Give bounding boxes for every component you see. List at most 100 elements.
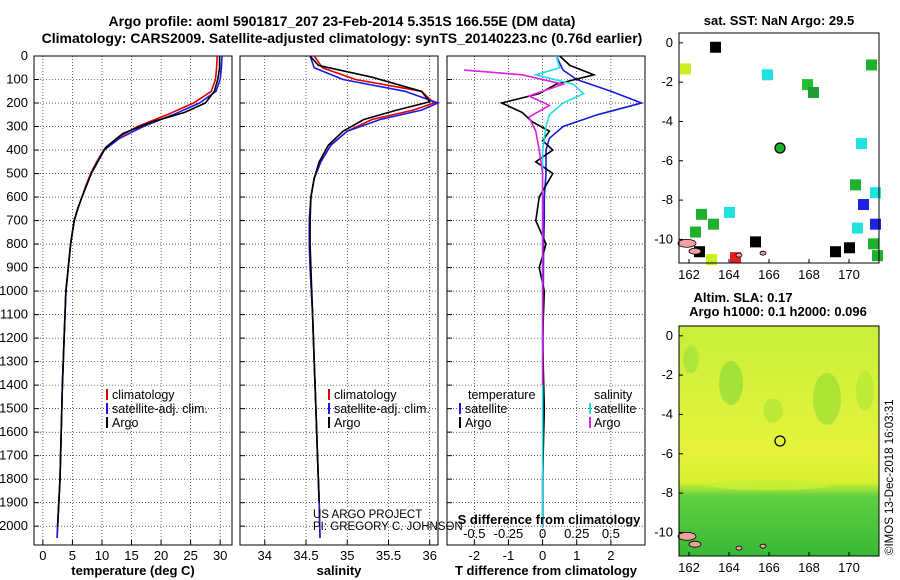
- x-tick-label: 35.5: [376, 548, 401, 563]
- float-square-marker: [872, 250, 883, 262]
- depth-tick-label: 900: [6, 260, 28, 275]
- sla-title-line-2: Argo h1000: 0.1 h2000: 0.096: [689, 304, 867, 319]
- float-square-marker: [870, 218, 881, 230]
- float-square-marker: [868, 238, 879, 250]
- float-square-marker: [708, 218, 719, 230]
- map-x-tick-label: 168: [798, 560, 820, 575]
- map-y-tick-label: -8: [661, 192, 673, 207]
- island-shape: [759, 543, 767, 549]
- island-shape: [688, 540, 702, 548]
- title-line-2: Climatology: CARS2009. Satellite-adjuste…: [42, 30, 643, 46]
- legend-label: salinity: [594, 388, 633, 402]
- float-square-marker: [680, 63, 691, 75]
- depth-tick-label: 400: [6, 142, 28, 157]
- top-x-axis-label: S difference from climatology: [458, 512, 642, 527]
- map-x-tick-label: 170: [838, 267, 860, 282]
- legend-label: satellite: [594, 402, 636, 416]
- series-line-s-argo: [464, 69, 567, 386]
- sla-title-line-1: Altim. SLA: 0.17: [694, 290, 793, 305]
- island-shape: [677, 238, 697, 248]
- float-square-marker: [830, 246, 841, 258]
- float-square-marker: [844, 242, 855, 254]
- legend-label: satellite-adj. clim.: [112, 402, 208, 416]
- depth-tick-label: 500: [6, 166, 28, 181]
- x-tick-label: 2: [607, 548, 614, 563]
- imos-stamp: ©IMOS 13-Dec-2018 16:03:31: [884, 399, 896, 555]
- map-y-tick-label: -4: [661, 113, 673, 128]
- depth-tick-label: 2000: [0, 518, 28, 533]
- x-tick-label: -1: [503, 548, 515, 563]
- depth-tick-label: 100: [6, 72, 28, 87]
- map-y-tick-label: 0: [666, 35, 673, 50]
- map-x-tick-label: 162: [678, 560, 700, 575]
- x-axis-label: salinity: [317, 563, 363, 578]
- x-tick-label: 5: [69, 548, 76, 563]
- island-shape: [735, 545, 743, 551]
- sla-anomaly-patch: [709, 480, 829, 491]
- series-line-argo: [309, 55, 432, 503]
- island-shape: [759, 250, 767, 256]
- float-square-marker: [856, 138, 867, 150]
- x-tick-label: -2: [469, 548, 481, 563]
- depth-tick-label: 1500: [0, 401, 28, 416]
- depth-tick-label: 1200: [0, 330, 28, 345]
- depth-tick-label: 300: [6, 119, 28, 134]
- map-y-tick-label: -2: [661, 367, 673, 382]
- x-tick-label: 34.5: [293, 548, 318, 563]
- map-x-tick-label: 168: [798, 267, 820, 282]
- map-y-tick-label: -10: [654, 231, 673, 246]
- sla-anomaly-patch: [763, 398, 783, 423]
- top-x-tick-label: -0.5: [463, 526, 485, 541]
- map-frame: [678, 325, 880, 557]
- legend-label: Argo: [112, 416, 138, 430]
- legend-label: climatology: [334, 388, 397, 402]
- map-x-tick-label: 164: [718, 560, 740, 575]
- series-line-argo: [56, 56, 221, 527]
- float-square-marker: [866, 59, 877, 71]
- x-tick-label: 25: [183, 548, 197, 563]
- map-x-tick-label: 166: [758, 560, 780, 575]
- plot-frame: [239, 55, 439, 546]
- map-y-tick-label: -4: [661, 406, 673, 421]
- sla-map-panel: 162 164 166 168 170 0 -2 -4 -6 -8 -10 Altim. SLA: 0…: [654, 290, 880, 575]
- difference-panel: -2 -1 0 1 2 -0.5 -0.25 0 0.25 0.5 T difference fro…: [446, 55, 646, 578]
- sst-map-panel: 162 164 166 168 170 0 -2 -4 -6 -8 -10 sat. SST: NaN…: [654, 13, 883, 282]
- float-square-marker: [802, 79, 813, 91]
- float-square-marker: [706, 254, 717, 266]
- top-x-tick-label: 0: [539, 526, 546, 541]
- map-x-tick-label: 164: [718, 267, 740, 282]
- legend-label: satellite-adj. clim.: [334, 402, 430, 416]
- island-shape: [688, 247, 702, 255]
- map-x-tick-label: 170: [838, 560, 860, 575]
- x-tick-label: 34: [258, 548, 272, 563]
- x-tick-label: 0: [39, 548, 46, 563]
- depth-tick-label: 600: [6, 189, 28, 204]
- depth-tick-label: 1100: [0, 307, 28, 322]
- depth-tick-label: 1600: [0, 424, 28, 439]
- x-tick-label: 10: [95, 548, 109, 563]
- pi-credit: PI: GREGORY C. JOHNSON: [313, 521, 463, 533]
- float-square-marker: [858, 199, 869, 211]
- map-y-tick-label: -10: [654, 524, 673, 539]
- sla-anomaly-patch: [813, 372, 841, 425]
- legend-label: satellite: [465, 402, 507, 416]
- map-y-tick-label: -8: [661, 485, 673, 500]
- temperature-panel: 0100200300400500600700800900100011001200…: [0, 48, 233, 578]
- map-y-tick-label: -6: [661, 446, 673, 461]
- depth-tick-label: 1300: [0, 354, 28, 369]
- island-shape: [677, 531, 697, 541]
- float-square-marker: [696, 208, 707, 220]
- legend-label: Argo: [465, 416, 491, 430]
- plot-frame: [33, 55, 233, 546]
- map-x-tick-label: 166: [758, 267, 780, 282]
- depth-tick-label: 0: [21, 48, 28, 63]
- legend-label: Argo: [594, 416, 620, 430]
- legend-label: temperature: [468, 388, 535, 402]
- depth-tick-label: 800: [6, 236, 28, 251]
- depth-tick-label: 1800: [0, 471, 28, 486]
- depth-tick-label: 700: [6, 213, 28, 228]
- argo-position-marker: [774, 142, 786, 154]
- map-y-tick-label: -2: [661, 74, 673, 89]
- sst-map-title: sat. SST: NaN Argo: 29.5: [704, 13, 855, 28]
